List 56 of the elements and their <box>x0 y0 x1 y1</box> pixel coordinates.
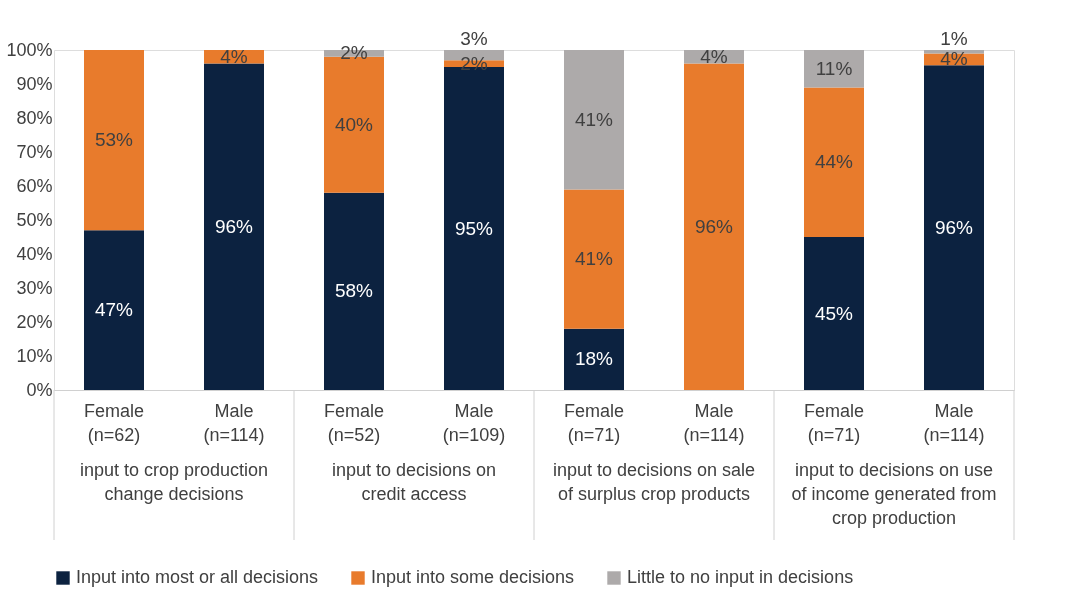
bar <box>84 50 144 231</box>
data-label: 3% <box>460 28 488 49</box>
bar <box>804 87 864 237</box>
text: input to crop production change decisions <box>79 460 269 504</box>
data-label: 1% <box>940 28 968 49</box>
x-tick-label: Male (n=114) <box>923 400 985 445</box>
data-label: 41% <box>574 248 614 270</box>
data-label: 95% <box>454 217 494 239</box>
bar <box>324 192 384 390</box>
bar <box>204 63 264 390</box>
y-tick-label: 40% <box>16 243 53 264</box>
data-label: 11% <box>815 57 853 79</box>
data-label: 47% <box>94 299 134 321</box>
x-tick-label: Female (n=52) <box>323 400 385 445</box>
bar <box>564 328 624 390</box>
y-tick-label: 70% <box>16 141 53 162</box>
y-tick-label: 30% <box>16 277 53 298</box>
data-label: 96% <box>694 215 734 237</box>
bar <box>924 65 984 390</box>
data-label: 4% <box>220 45 248 67</box>
x-tick-label: Male (n=114) <box>203 400 265 445</box>
data-label: 96% <box>934 216 974 238</box>
data-label: 18% <box>574 348 614 370</box>
text: input to decisions on sale of surplus crop products <box>552 460 756 504</box>
y-tick-label: 50% <box>16 209 53 230</box>
x-tick-label: Female (n=71) <box>563 400 625 445</box>
bar <box>564 189 624 329</box>
data-label: 45% <box>814 302 854 324</box>
data-label: 44% <box>814 151 854 173</box>
y-tick-label: 60% <box>16 175 53 196</box>
y-tick-label: 0% <box>26 379 53 400</box>
data-label: 96% <box>214 215 254 237</box>
data-label: 58% <box>334 280 374 302</box>
y-tick-label: 80% <box>16 107 53 128</box>
y-tick-label: 90% <box>16 73 53 94</box>
x-tick-label: Female (n=71) <box>803 400 865 445</box>
y-tick-label: 10% <box>16 345 53 366</box>
legend-label: Little to no input in decisions <box>627 567 854 587</box>
data-label: 41% <box>574 108 614 130</box>
y-tick-label: 20% <box>16 311 53 332</box>
x-tick-label: Male (n=109) <box>442 400 506 445</box>
legend-label: Input into some decisions <box>371 567 575 587</box>
data-label: 40% <box>334 113 374 135</box>
legend-label: Input into most or all decisions <box>76 567 319 587</box>
text: input to decisions on use of income generated from crop production <box>791 460 997 528</box>
data-label: 4% <box>940 48 968 70</box>
bar <box>564 50 624 190</box>
bar <box>804 237 864 390</box>
text: input to decisions on credit access <box>331 460 497 504</box>
bar <box>84 230 144 390</box>
x-tick-label: Male (n=114) <box>683 400 745 445</box>
x-tick-label: Female (n=62) <box>83 400 145 445</box>
data-label: 53% <box>94 129 134 151</box>
data-label: 4% <box>700 45 728 67</box>
y-tick-label: 100% <box>6 39 53 60</box>
bar <box>684 63 744 390</box>
